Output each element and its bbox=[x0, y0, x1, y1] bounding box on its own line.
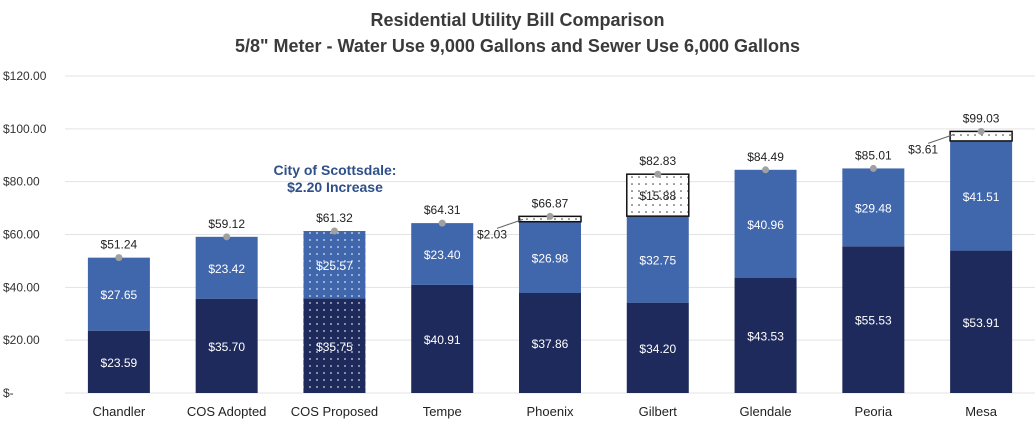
y-tick-label: $60.00 bbox=[3, 228, 40, 242]
data-label: $40.96 bbox=[747, 218, 784, 232]
bar-segment bbox=[519, 221, 581, 293]
total-marker bbox=[762, 166, 770, 174]
total-marker bbox=[654, 170, 662, 178]
data-label: $26.98 bbox=[532, 251, 569, 265]
bar-segment bbox=[626, 302, 689, 393]
total-label: $82.83 bbox=[639, 154, 676, 168]
y-tick-label: $120.00 bbox=[3, 69, 47, 83]
annotation: City of Scottsdale: $2.20 Increase bbox=[273, 162, 397, 195]
data-label: $55.53 bbox=[855, 314, 892, 328]
total-label: $99.03 bbox=[963, 111, 1000, 125]
leader-line bbox=[496, 218, 524, 229]
data-label: $35.75 bbox=[316, 340, 353, 354]
chart-title: Residential Utility Bill Comparison bbox=[370, 10, 665, 30]
bar-segment bbox=[411, 223, 474, 285]
data-label: $41.51 bbox=[963, 190, 1000, 204]
x-tick-label: Glendale bbox=[740, 404, 792, 419]
x-tick-label: Mesa bbox=[965, 404, 998, 419]
total-label: $64.31 bbox=[424, 203, 461, 217]
y-tick-label: $40.00 bbox=[3, 280, 40, 294]
total-label: $59.12 bbox=[208, 217, 245, 231]
data-label: $37.86 bbox=[532, 337, 569, 351]
data-label: $15.88 bbox=[639, 189, 676, 203]
bar-segment bbox=[950, 250, 1013, 393]
data-label: $53.91 bbox=[963, 316, 1000, 330]
total-marker bbox=[869, 164, 877, 172]
x-tick-label: Phoenix bbox=[527, 404, 574, 419]
data-label: $35.70 bbox=[208, 340, 245, 354]
y-tick-label: $- bbox=[3, 386, 14, 400]
bar-segment bbox=[626, 216, 689, 303]
total-label: $51.24 bbox=[101, 238, 138, 252]
bar-segment bbox=[734, 278, 797, 393]
bar-segment bbox=[519, 292, 581, 393]
total-label: $66.87 bbox=[532, 196, 569, 210]
x-tick-label: COS Adopted bbox=[187, 404, 267, 419]
data-label: $25.57 bbox=[316, 259, 353, 273]
total-marker bbox=[115, 254, 123, 262]
bar-segment bbox=[195, 298, 258, 393]
data-label: $23.40 bbox=[424, 248, 461, 262]
data-label: $34.20 bbox=[639, 342, 676, 356]
x-tick-label: Gilbert bbox=[639, 404, 678, 419]
total-marker bbox=[977, 127, 985, 135]
bar-pattern bbox=[303, 231, 366, 299]
total-label: $85.01 bbox=[855, 148, 892, 162]
y-tick-label: $100.00 bbox=[3, 122, 47, 136]
total-marker bbox=[438, 219, 446, 227]
data-label: $23.42 bbox=[208, 262, 245, 276]
x-tick-label: COS Proposed bbox=[291, 404, 378, 419]
bar-segment bbox=[950, 140, 1013, 251]
bar-pattern bbox=[303, 298, 366, 393]
total-marker bbox=[546, 212, 554, 220]
chart-subtitle: 5/8" Meter - Water Use 9,000 Gallons and… bbox=[234, 36, 801, 56]
bar-segment bbox=[87, 330, 150, 393]
total-label: $84.49 bbox=[747, 150, 784, 164]
bar-segment bbox=[195, 236, 258, 299]
bar-segment bbox=[842, 246, 905, 393]
bar-segment bbox=[626, 173, 690, 217]
y-tick-label: $80.00 bbox=[3, 175, 40, 189]
data-label: $23.59 bbox=[101, 356, 138, 370]
total-marker bbox=[223, 233, 231, 241]
bar-segment bbox=[734, 169, 797, 279]
total-marker bbox=[330, 227, 338, 235]
x-tick-label: Tempe bbox=[423, 404, 462, 419]
data-label: $40.91 bbox=[424, 333, 461, 347]
data-label: $27.65 bbox=[101, 288, 138, 302]
leader-line bbox=[927, 133, 955, 144]
data-label: $29.48 bbox=[855, 201, 892, 215]
y-tick-label: $20.00 bbox=[3, 333, 40, 347]
total-label: $61.32 bbox=[316, 211, 353, 225]
data-label: $3.61 bbox=[908, 142, 938, 156]
x-tick-label: Peoria bbox=[855, 404, 893, 419]
bar-segment bbox=[411, 284, 474, 393]
data-label: $43.53 bbox=[747, 330, 784, 344]
bar-segment bbox=[842, 168, 905, 247]
data-label: $32.75 bbox=[639, 253, 676, 267]
data-label: $2.03 bbox=[477, 227, 507, 241]
bar-segment bbox=[87, 257, 150, 331]
x-tick-label: Chandler bbox=[93, 404, 146, 419]
